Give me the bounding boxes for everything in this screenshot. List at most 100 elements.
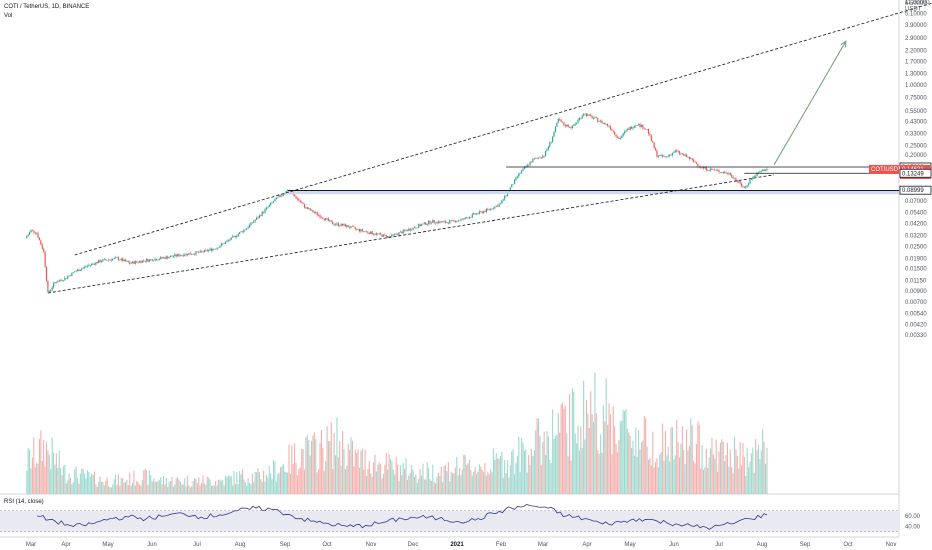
volume-bar bbox=[576, 443, 578, 494]
candle bbox=[650, 135, 652, 141]
volume-bar bbox=[363, 469, 365, 494]
volume-bar bbox=[237, 484, 239, 494]
candle bbox=[31, 229, 34, 231]
trendline[interactable] bbox=[74, 2, 932, 256]
candle bbox=[607, 124, 609, 126]
volume-bar bbox=[384, 464, 386, 494]
volume-bar bbox=[37, 463, 39, 494]
volume-bar bbox=[381, 478, 383, 494]
time-tick-label: Jun bbox=[147, 542, 157, 548]
candle bbox=[618, 137, 620, 139]
candle bbox=[638, 123, 640, 126]
volume-bar bbox=[587, 413, 589, 494]
volume-bar bbox=[178, 479, 180, 494]
candle bbox=[76, 269, 79, 272]
volume-bar bbox=[86, 470, 88, 494]
candle bbox=[334, 224, 337, 226]
candle bbox=[213, 248, 215, 250]
volume-bar bbox=[759, 459, 761, 494]
candle bbox=[422, 223, 424, 225]
candle bbox=[475, 213, 478, 215]
candle bbox=[599, 120, 602, 122]
candle bbox=[691, 158, 693, 160]
price-axis[interactable]: 60.0040.00USDT11.000008.500006.500005.10… bbox=[905, 0, 930, 531]
candle bbox=[671, 152, 674, 156]
candle bbox=[134, 261, 136, 264]
candle bbox=[315, 212, 317, 213]
arrow-head[interactable] bbox=[840, 40, 847, 48]
candle bbox=[739, 181, 741, 184]
candle bbox=[426, 223, 428, 225]
candle bbox=[182, 255, 184, 257]
volume-bar bbox=[54, 464, 56, 494]
candle bbox=[628, 128, 630, 130]
candle bbox=[695, 162, 698, 164]
volume-bar bbox=[591, 414, 593, 494]
volume-bar bbox=[687, 450, 689, 494]
volume-bar bbox=[478, 464, 480, 494]
volume-bar bbox=[337, 457, 339, 494]
candle bbox=[404, 230, 406, 231]
candle bbox=[715, 169, 717, 171]
candle bbox=[398, 232, 400, 235]
volume-bar bbox=[113, 479, 115, 494]
projection-arrow[interactable] bbox=[773, 41, 847, 166]
candle bbox=[129, 262, 131, 264]
candle bbox=[382, 234, 385, 237]
volume-bar bbox=[508, 477, 510, 494]
drawing-layer[interactable] bbox=[47, 2, 932, 294]
volume-bar bbox=[191, 486, 193, 494]
volume-bar bbox=[722, 441, 724, 494]
candle bbox=[642, 124, 644, 129]
candle bbox=[649, 133, 651, 136]
candle bbox=[709, 168, 712, 171]
candle bbox=[167, 256, 169, 259]
candle bbox=[571, 125, 573, 128]
candle bbox=[478, 211, 480, 214]
support-zone[interactable] bbox=[287, 190, 899, 195]
candle bbox=[172, 256, 174, 257]
candle bbox=[143, 260, 145, 262]
volume-bar bbox=[294, 443, 296, 494]
time-axis[interactable]: Mar Apr May Jun Jul Aug Sep Oct Nov Dec 2021 Feb Mar… bbox=[26, 542, 897, 548]
volume-bar bbox=[350, 437, 352, 494]
volume-bar bbox=[426, 461, 428, 494]
candle bbox=[614, 131, 616, 135]
candle bbox=[95, 262, 97, 265]
volume-bar bbox=[618, 440, 620, 494]
candle bbox=[553, 131, 555, 137]
candle bbox=[193, 253, 196, 255]
volume-bar bbox=[375, 471, 377, 494]
volume-bar bbox=[584, 439, 586, 494]
candle bbox=[99, 260, 101, 263]
candle bbox=[203, 250, 206, 253]
candle bbox=[530, 162, 533, 163]
candle bbox=[349, 227, 351, 228]
candle bbox=[592, 118, 595, 119]
volume-bar bbox=[435, 483, 437, 494]
volume-bar bbox=[444, 465, 447, 494]
volume-bar bbox=[436, 477, 438, 494]
symbol-title[interactable]: COTI / TetherUS, 1D, BINANCE bbox=[4, 4, 90, 10]
volume-bar bbox=[96, 486, 98, 494]
candle bbox=[389, 236, 392, 237]
candle bbox=[336, 223, 338, 225]
volume-bar bbox=[622, 410, 624, 494]
candle bbox=[147, 259, 149, 262]
candle bbox=[760, 170, 762, 172]
volume-bar bbox=[460, 474, 462, 494]
volume-bar bbox=[457, 475, 459, 494]
volume-bar bbox=[684, 464, 686, 494]
volume-bar bbox=[257, 468, 259, 494]
volume-bar bbox=[334, 455, 337, 494]
candle bbox=[473, 213, 475, 215]
volume-bar bbox=[590, 391, 592, 494]
volume-bar bbox=[220, 480, 222, 494]
volume-bar bbox=[240, 474, 242, 494]
candle bbox=[573, 125, 575, 126]
trendline[interactable] bbox=[47, 174, 775, 294]
candle bbox=[550, 141, 552, 143]
candle bbox=[34, 232, 36, 234]
price-tick-label: 1.30000 bbox=[905, 71, 927, 77]
